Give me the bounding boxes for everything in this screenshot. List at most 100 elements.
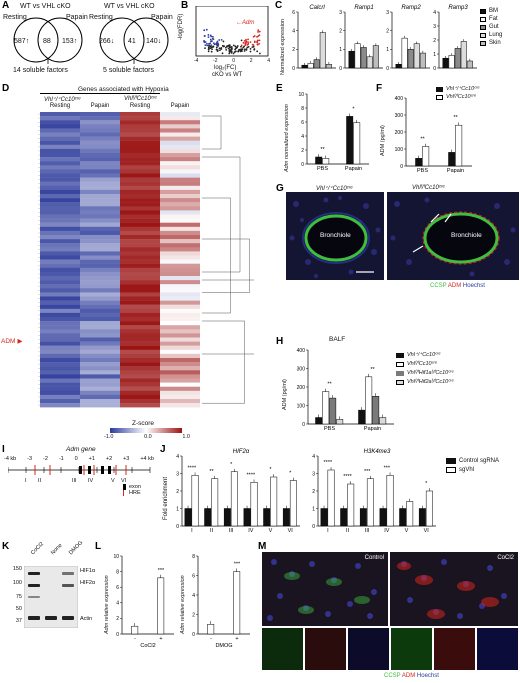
- volcano-point: [228, 50, 231, 53]
- heatmap-cell: [80, 321, 120, 326]
- y-tick-label: 10: [298, 92, 304, 98]
- blot-band-label: HIF1α: [80, 568, 96, 574]
- heatmap-cell: [80, 214, 120, 219]
- volcano-point: [232, 52, 235, 55]
- heatmap-cell: [160, 317, 200, 322]
- bar: [365, 376, 373, 425]
- panel-c-legend: BM Fat Gut Lung Skin: [480, 8, 502, 46]
- heatmap-cell: [160, 304, 200, 309]
- heatmap-cell: [40, 370, 80, 375]
- heatmap-cell: [40, 390, 80, 396]
- heatmap-col-labels: Resting Papain Resting Papain: [40, 103, 200, 109]
- heatmap-cell: [80, 140, 120, 145]
- blot-band-label: HIF2α: [80, 580, 96, 586]
- heatmap-cell: [160, 161, 200, 166]
- heatmap-cell: [120, 386, 160, 391]
- y-tick-label: 0: [192, 632, 195, 638]
- y-tick-label: 6: [292, 10, 295, 16]
- heatmap-cell: [80, 144, 120, 150]
- heatmap-cell: [40, 280, 80, 285]
- heatmap-cell: [120, 358, 160, 363]
- heatmap-cell: [160, 235, 200, 240]
- heatmap-cell: [120, 206, 160, 211]
- bar: [347, 483, 355, 527]
- heatmap-cell: [40, 169, 80, 174]
- bar: [289, 480, 297, 527]
- heatmap-cell: [80, 271, 120, 277]
- y-tick-label: 400: [297, 348, 306, 354]
- gene-map-tick: +2: [105, 456, 113, 462]
- y-tick-label: 2: [312, 489, 315, 495]
- gene-map-site: I: [25, 478, 27, 484]
- x-tick-label: +: [235, 636, 238, 642]
- micrograph-wt-bronchiole-label: Bronchiole: [320, 232, 351, 239]
- volcano-point: [224, 46, 227, 49]
- volcano-point: [249, 41, 252, 44]
- volcano-point: [221, 44, 224, 47]
- heatmap-cell: [80, 210, 120, 215]
- chart-title: HIF2α: [233, 449, 250, 455]
- volcano-point: [204, 47, 206, 50]
- micrograph-control: Control: [262, 552, 388, 626]
- heatmap-cell: [160, 247, 200, 252]
- chart-title: Ramp3: [448, 5, 468, 11]
- blot-image: [24, 566, 78, 628]
- heatmap-cell: [120, 198, 160, 203]
- volcano-point: [257, 35, 260, 37]
- heatmap-cell: [120, 394, 160, 400]
- heatmap-cell: [160, 239, 200, 244]
- volcano-point: [246, 46, 249, 49]
- y-tick-label: 2: [292, 47, 295, 53]
- legend-item-vhl-hif2a: Vhlᶠ/ᶠHif2aᶠ/ᶠCc10ᶜʳᵉ: [396, 379, 454, 385]
- x-axis-label: CoCl2: [140, 643, 155, 649]
- heatmap-cell: [40, 120, 80, 125]
- panel-label-l: L: [95, 541, 102, 552]
- bar: [204, 508, 212, 527]
- heatmap-cell: [160, 321, 200, 326]
- heatmap-cell: [160, 370, 200, 375]
- chart-title: H3K4me3: [364, 449, 391, 455]
- heatmap-cell: [160, 255, 200, 260]
- panel-label-b: B: [181, 0, 189, 11]
- x-tick-label: PBS: [417, 168, 428, 174]
- heatmap-cell: [40, 185, 80, 191]
- volcano-point: [251, 43, 254, 46]
- volcano-point: [238, 48, 241, 51]
- heatmap-cell: [120, 382, 160, 387]
- heatmap-cell: [40, 116, 80, 121]
- volcano-point: [253, 48, 256, 50]
- micrograph-ko-bronchiole-label: Bronchiole: [451, 232, 482, 239]
- significance-label: **: [370, 367, 375, 373]
- heatmap-cell: [120, 235, 160, 240]
- heatmap-cell: [80, 148, 120, 154]
- y-tick-label: 200: [297, 385, 306, 391]
- heatmap-cell: [80, 337, 120, 342]
- heatmap-cell: [80, 124, 120, 129]
- bar: [366, 56, 373, 69]
- gene-map-site: V: [111, 478, 115, 484]
- panel-h-ylabel: ADM (pg/ml): [282, 379, 288, 410]
- gene-map-tick: -4 kb: [4, 456, 17, 462]
- heatmap-cell: [120, 218, 160, 223]
- bar: [233, 571, 241, 635]
- heatmap-cell: [40, 230, 80, 236]
- heatmap-cell: [120, 317, 160, 322]
- heatmap-cell: [120, 337, 160, 342]
- volcano-point: [205, 28, 208, 31]
- heatmap-cell: [40, 366, 80, 371]
- y-tick-label: 1: [386, 47, 389, 53]
- heatmap-cell: [120, 353, 160, 359]
- significance-label: ***: [158, 568, 165, 574]
- heatmap-cell: [40, 157, 80, 162]
- y-tick-label: 3: [312, 471, 315, 477]
- significance-label: *: [289, 471, 292, 477]
- y-tick-label: 3: [339, 10, 342, 16]
- panel-j-charts: 01234HIF2αI****II**III*IV****V*VI*01234H…: [176, 449, 436, 534]
- heatmap-cell: [40, 255, 80, 260]
- bar: [340, 508, 348, 527]
- heatmap-cell: [160, 206, 200, 211]
- venn1-left-cond: Resting: [3, 14, 27, 21]
- heatmap-cell: [120, 288, 160, 293]
- heatmap-cell: [80, 394, 120, 400]
- heatmap-cell: [40, 210, 80, 215]
